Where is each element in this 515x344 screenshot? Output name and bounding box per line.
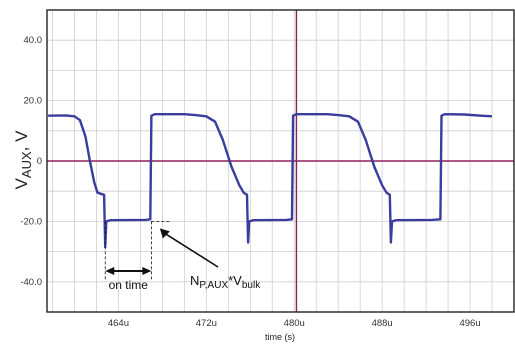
y-axis-label: VAUX, V bbox=[12, 130, 34, 190]
y-tick-label: 0 bbox=[37, 156, 42, 167]
y-tick-label: 20.0 bbox=[24, 96, 43, 107]
x-tick-label: 464u bbox=[108, 318, 129, 329]
series-line bbox=[48, 113, 493, 249]
y-tick-label: -20.0 bbox=[20, 216, 42, 227]
plot-frame bbox=[46, 9, 515, 313]
x-axis-label: time (s) bbox=[265, 332, 295, 342]
annotations: on time NP,AUX*Vbulk bbox=[104, 220, 261, 292]
on-time-arrow-right-head bbox=[142, 267, 152, 275]
reference-lines bbox=[47, 10, 514, 312]
on-time-label: on time bbox=[109, 278, 149, 292]
x-tick-label: 480u bbox=[284, 318, 305, 329]
x-tick-label: 496u bbox=[459, 318, 480, 329]
level-arrow-line bbox=[164, 232, 219, 268]
y-tick-labels: 40.0 20.0 0 -20.0 -40.0 bbox=[20, 35, 42, 288]
x-tick-label: 488u bbox=[372, 318, 393, 329]
x-tick-label: 472u bbox=[196, 318, 217, 329]
y-tick-label: -40.0 bbox=[20, 277, 42, 288]
x-tick-labels: 464u 472u 480u 488u 496u bbox=[108, 318, 481, 329]
on-time-arrow-left-head bbox=[105, 267, 115, 275]
y-tick-label: 40.0 bbox=[24, 35, 43, 46]
level-arrow-head bbox=[159, 228, 170, 239]
level-label: NP,AUX*Vbulk bbox=[190, 273, 261, 291]
